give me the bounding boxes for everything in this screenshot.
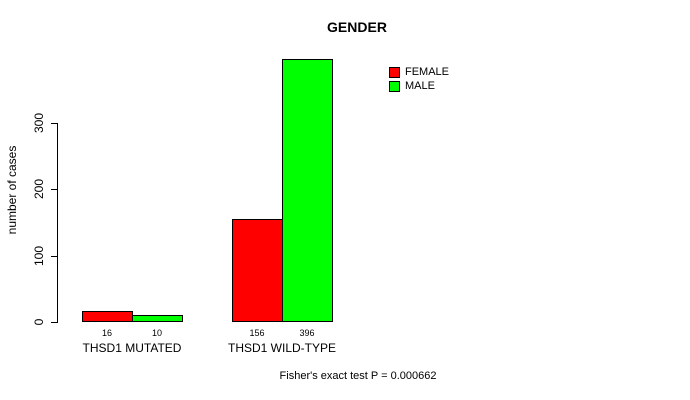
legend-row: MALE xyxy=(389,79,449,93)
bar-female-thsd1-wild-type xyxy=(232,219,283,322)
y-axis-title: number of cases xyxy=(5,145,19,235)
bar-value-label: 156 xyxy=(249,328,265,338)
category-label: THSD1 WILD-TYPE xyxy=(227,341,337,355)
legend-label: FEMALE xyxy=(405,66,450,78)
legend: FEMALE MALE xyxy=(389,65,449,93)
y-tick xyxy=(51,255,57,257)
bar-female-thsd1-mutated xyxy=(82,311,133,322)
y-tick xyxy=(51,322,57,323)
y-axis-line xyxy=(57,123,58,323)
legend-label: MALE xyxy=(405,80,435,92)
bar-value-label: 10 xyxy=(151,328,163,338)
bar-value-label: 396 xyxy=(299,328,315,338)
bar-male-thsd1-mutated xyxy=(132,315,183,322)
y-tick-label: 200 xyxy=(32,179,46,200)
bar-male-thsd1-wild-type xyxy=(282,59,333,322)
category-label: THSD1 MUTATED xyxy=(82,341,182,355)
legend-swatch-male-icon xyxy=(389,80,400,92)
bar-value-label: 16 xyxy=(101,328,113,338)
y-tick-label: 100 xyxy=(32,245,46,266)
y-tick-label: 0 xyxy=(32,318,46,326)
chart-title: GENDER xyxy=(327,19,387,35)
y-tick-label: 300 xyxy=(32,112,46,134)
legend-row: FEMALE xyxy=(389,65,449,79)
footer-annotation: Fisher's exact test P = 0.000662 xyxy=(279,370,437,382)
legend-swatch-female-icon xyxy=(389,66,400,78)
y-tick xyxy=(51,189,57,191)
y-tick xyxy=(51,123,57,124)
